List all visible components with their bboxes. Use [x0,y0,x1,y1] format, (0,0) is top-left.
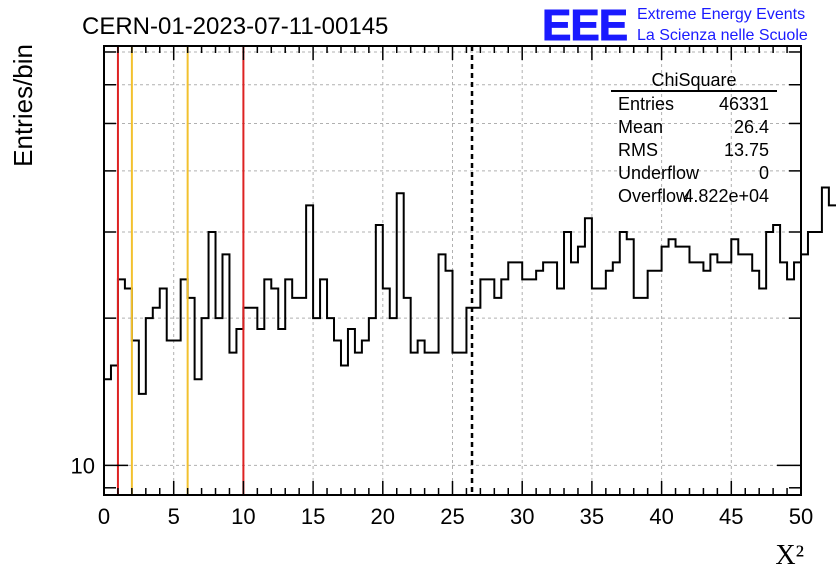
x-tick-label: 50 [789,504,813,529]
histogram-bars [104,186,836,395]
eee-logo: EEE Extreme Energy Events La Scienza nel… [542,1,808,51]
stats-value: 13.75 [724,140,769,160]
x-tick-label: 35 [580,504,604,529]
stats-label: Underflow [618,163,700,183]
x-tick-label: 45 [719,504,743,529]
stats-title: ChiSquare [651,70,736,90]
stats-value: 46331 [719,94,769,114]
x-tick-label: 30 [510,504,534,529]
eee-logo-text: EEE [542,1,627,50]
stats-label: RMS [618,140,658,160]
stats-label: Overflow [618,186,690,206]
reference-lines [116,46,474,495]
x-tick-label: 40 [649,504,673,529]
stats-label: Mean [618,117,663,137]
x-tick-label: 25 [440,504,464,529]
y-axis-label: Entries/bin [8,44,38,167]
eee-logo-line1: Extreme Energy Events [637,6,805,23]
y-axis-ticks: 10 [71,51,801,489]
x-tick-label: 5 [168,504,180,529]
x-axis-ticks: 0 5 10 15 20 25 30 35 40 45 50 [98,46,813,529]
stats-value: 0 [759,163,769,183]
y-tick-label: 10 [71,453,95,478]
histogram-line [104,186,836,395]
eee-logo-line2: La Scienza nelle Scuole [637,27,808,44]
x-tick-label: 15 [301,504,325,529]
stats-value: 4.822e+04 [683,186,769,206]
stats-box: ChiSquare Entries 46331 Mean 26.4 RMS 13.75 Un… [611,70,777,206]
x-axis-label: X² [775,540,804,571]
x-tick-label: 20 [371,504,395,529]
x-tick-label: 10 [231,504,255,529]
chart-title: CERN-01-2023-07-11-00145 [82,13,388,40]
stats-label: Entries [618,94,674,114]
x-tick-label: 0 [98,504,110,529]
stats-value: 26.4 [734,117,769,137]
